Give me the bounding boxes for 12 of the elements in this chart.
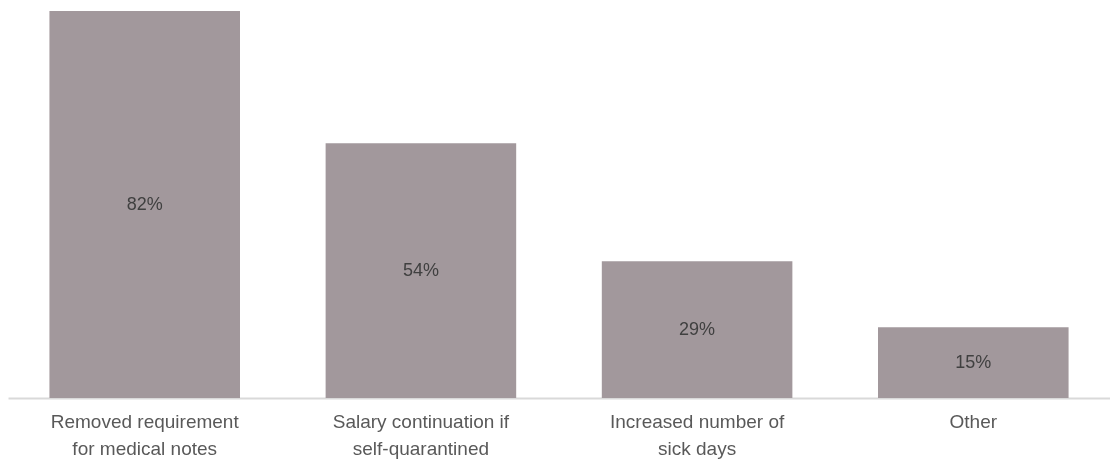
bar bbox=[878, 327, 1069, 398]
x-tick-label: Salary continuation if self-quarantined bbox=[332, 410, 510, 459]
data-label: 15% bbox=[955, 351, 992, 372]
x-tick-label: Other bbox=[949, 410, 998, 432]
x-tick-label: Increased number of sick days bbox=[609, 410, 785, 459]
x-tick-label: Removed requirement for medical notes bbox=[50, 410, 240, 459]
data-label: 54% bbox=[402, 259, 439, 280]
bar bbox=[325, 143, 517, 398]
bar bbox=[49, 11, 240, 398]
bar bbox=[601, 261, 793, 398]
data-label: 82% bbox=[126, 193, 163, 214]
data-label: 29% bbox=[679, 318, 716, 339]
